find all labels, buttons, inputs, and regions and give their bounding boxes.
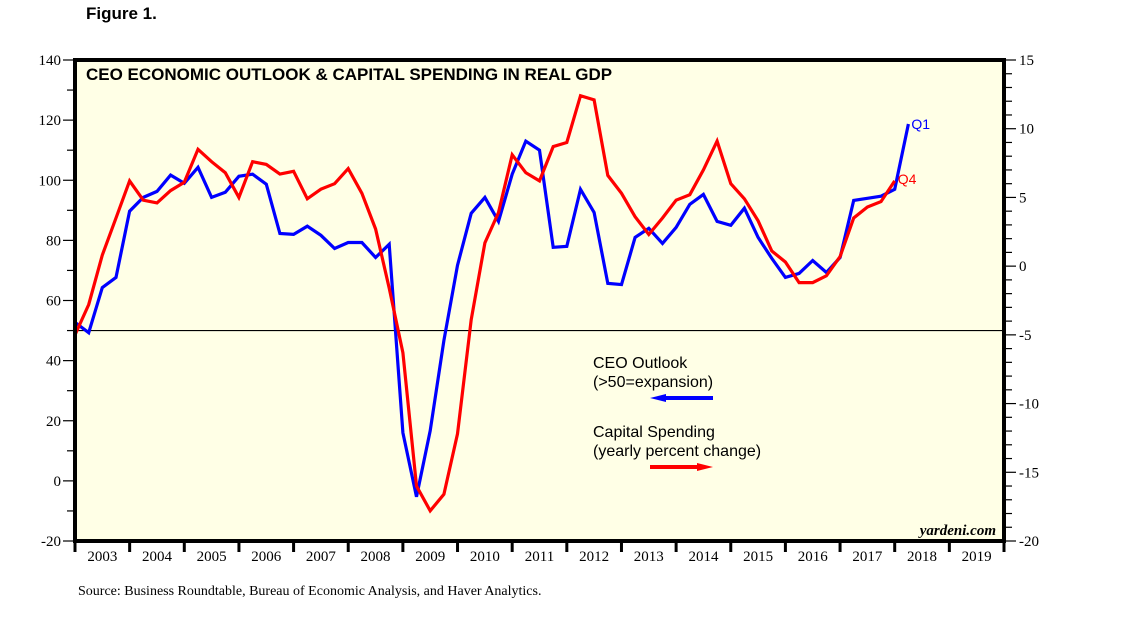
x-tick-label: 2017 <box>852 549 883 565</box>
left-axis: 140 120 100 80 60 40 20 0 -20 <box>39 53 75 550</box>
series-line-capital_spending <box>73 93 897 514</box>
chart-title: CEO ECONOMIC OUTLOOK & CAPITAL SPENDING … <box>86 65 612 84</box>
end-label-capital_spending: Q4 <box>898 171 917 187</box>
left-tick-label: 20 <box>46 414 61 430</box>
x-tick-label: 2018 <box>907 549 937 565</box>
x-tick-label: 2015 <box>743 549 773 565</box>
x-tick-label: 2007 <box>306 549 337 565</box>
series-line-ceo_outlook <box>74 123 910 498</box>
right-axis: 15 10 5 0 -5 -10 -15 -20 <box>1004 53 1039 550</box>
x-tick-label: 2016 <box>798 549 829 565</box>
watermark: yardeni.com <box>918 523 996 539</box>
legend-capex-arrow-icon <box>650 463 713 471</box>
legend: CEO Outlook (>50=expansion) Capital Spen… <box>593 355 761 471</box>
x-tick-label: 2003 <box>87 549 117 565</box>
right-tick-label: -10 <box>1019 397 1039 413</box>
x-tick-label: 2006 <box>251 549 282 565</box>
left-tick-label: 100 <box>39 173 62 189</box>
right-tick-label: -5 <box>1019 328 1032 344</box>
left-tick-label: 80 <box>46 233 61 249</box>
series-layer: Q1 Q4 <box>73 93 930 514</box>
legend-ceo-arrow-icon <box>650 394 713 402</box>
end-label-ceo_outlook: Q1 <box>911 116 930 132</box>
plot-background <box>75 60 1004 541</box>
figure-label: Figure 1. <box>86 4 157 23</box>
x-axis: 2003 2004 2005 2006 2007 2008 2009 2010 2011 2012… <box>73 541 1006 565</box>
x-tick-label: 2005 <box>197 549 227 565</box>
left-tick-label: 140 <box>39 53 62 69</box>
legend-capex-line1: Capital Spending <box>593 424 715 441</box>
x-tick-label: 2013 <box>634 549 664 565</box>
x-tick-label: 2011 <box>525 549 554 565</box>
x-tick-label: 2009 <box>415 549 445 565</box>
right-tick-label: 0 <box>1019 259 1027 275</box>
right-tick-label: -15 <box>1019 465 1039 481</box>
legend-capex-line2: (yearly percent change) <box>593 443 761 460</box>
left-tick-label: 40 <box>46 354 61 370</box>
x-tick-label: 2019 <box>962 549 992 565</box>
left-tick-label: -20 <box>41 534 61 550</box>
right-tick-label: -20 <box>1019 534 1039 550</box>
x-tick-label: 2004 <box>142 549 173 565</box>
right-tick-label: 10 <box>1019 122 1034 138</box>
legend-ceo-line2: (>50=expansion) <box>593 374 713 391</box>
right-tick-label: 15 <box>1019 53 1034 69</box>
source-note: Source: Business Roundtable, Bureau of E… <box>78 584 541 599</box>
x-tick-label: 2014 <box>688 549 719 565</box>
left-tick-label: 0 <box>54 474 62 490</box>
x-tick-label: 2012 <box>579 549 609 565</box>
left-tick-label: 60 <box>46 294 61 310</box>
right-tick-label: 5 <box>1019 190 1027 206</box>
left-tick-label: 120 <box>39 113 62 129</box>
plot-frame <box>73 58 1006 543</box>
x-tick-label: 2008 <box>361 549 391 565</box>
legend-ceo-line1: CEO Outlook <box>593 355 688 372</box>
x-tick-label: 2010 <box>470 549 500 565</box>
